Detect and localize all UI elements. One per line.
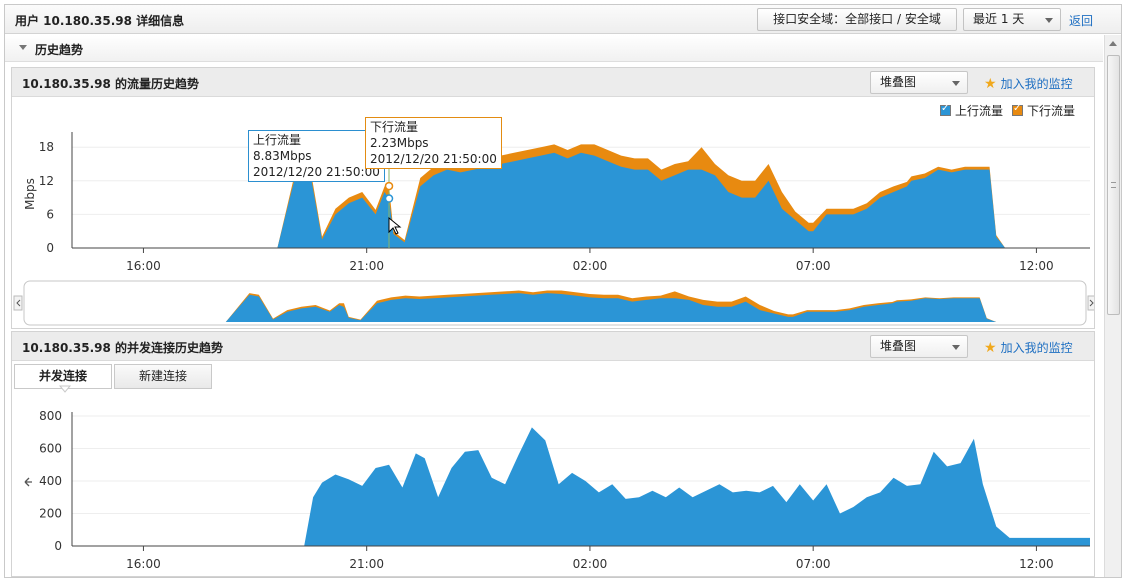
collapse-arrow-icon[interactable]	[19, 45, 27, 50]
back-link[interactable]: 返回	[1069, 14, 1094, 28]
upstream-tooltip-time: 2012/12/20 21:50:00	[253, 165, 380, 179]
legend-downstream-checkbox[interactable]	[1012, 103, 1023, 116]
x-tick-label: 21:00	[349, 259, 384, 273]
traffic-chart-type-select[interactable]: 堆叠图	[870, 71, 968, 94]
hover-marker-upstream	[384, 194, 394, 203]
upstream-tooltip-value: 8.83Mbps	[253, 149, 312, 163]
x-tick-label: 12:00	[1019, 259, 1054, 273]
page-title: 用户 10.180.35.98 详细信息	[15, 14, 185, 28]
traffic-add-monitor-label: 加入我的监控	[1000, 77, 1073, 91]
scroll-up-icon[interactable]	[1109, 41, 1117, 46]
traffic-add-monitor-link[interactable]: ★ 加入我的监控	[984, 75, 1073, 92]
connections-panel: 10.180.35.98 的并发连接历史趋势 堆叠图 ★ 加入我的监控 并发连接 …	[11, 331, 1095, 577]
downstream-tooltip: 下行流量 2.23Mbps 2012/12/20 21:50:00	[365, 117, 502, 169]
legend-upstream-checkbox[interactable]	[940, 103, 951, 116]
downstream-tooltip-title: 下行流量	[370, 120, 419, 134]
dropdown-caret-icon	[1045, 18, 1053, 23]
y-tick-label: 12	[39, 174, 54, 188]
connections-add-monitor-link[interactable]: ★ 加入我的监控	[984, 339, 1073, 356]
series-upstream-area	[94, 152, 1006, 248]
dropdown-caret-icon	[952, 81, 960, 86]
connections-chart-type-value: 堆叠图	[880, 339, 917, 353]
tab-concurrent-connections[interactable]: 并发连接	[14, 364, 112, 389]
traffic-panel: 10.180.35.98 的流量历史趋势 堆叠图 ★加入我的监控 上行流量 下行…	[11, 67, 1095, 329]
connections-chart-type-select[interactable]: 堆叠图	[870, 335, 968, 358]
user-detail-window: 用户 10.180.35.98 详细信息 接口安全域：全部接口 / 安全域 最近…	[4, 4, 1122, 578]
x-tick-label: 02:00	[573, 259, 608, 273]
hover-marker-downstream	[384, 181, 394, 191]
legend-downstream-label: 下行流量	[1027, 104, 1076, 118]
y-tick-label: 0	[54, 539, 62, 553]
y-tick-label: 200	[39, 507, 62, 521]
traffic-chart-type-value: 堆叠图	[880, 75, 917, 89]
connections-panel-title: 10.180.35.98 的并发连接历史趋势	[22, 341, 224, 355]
legend-upstream[interactable]: 上行流量	[940, 102, 1003, 119]
history-section-header[interactable]: 历史趋势	[5, 35, 1103, 62]
x-tick-label: 07:00	[796, 259, 831, 273]
series-connections-area	[94, 427, 1090, 546]
y-tick-label: 6	[46, 207, 54, 221]
top-toolbar: 用户 10.180.35.98 详细信息 接口安全域：全部接口 / 安全域 最近…	[5, 5, 1121, 34]
time-range-select[interactable]: 最近 1 天	[963, 8, 1061, 31]
scroll-left-arrow-icon	[16, 299, 21, 307]
y-tick-label: 800	[39, 409, 62, 423]
legend-upstream-label: 上行流量	[955, 104, 1004, 118]
dropdown-caret-icon	[952, 345, 960, 350]
x-tick-label: 21:00	[349, 557, 384, 571]
scroll-left-icon	[13, 295, 23, 311]
star-icon: ★	[984, 76, 997, 92]
connections-panel-header: 10.180.35.98 的并发连接历史趋势 堆叠图 ★ 加入我的监控	[12, 332, 1094, 361]
left-arrow-icon	[24, 477, 32, 487]
page-scrollbar[interactable]	[1104, 35, 1121, 577]
star-icon: ★	[984, 340, 997, 356]
x-tick-label: 07:00	[796, 557, 831, 571]
y-tick-label: 600	[39, 442, 62, 456]
y-tick-label: 400	[39, 474, 62, 488]
y-tick-label: 0	[46, 241, 54, 255]
legend-downstream[interactable]: 下行流量	[1012, 102, 1075, 119]
traffic-panel-header: 10.180.35.98 的流量历史趋势 堆叠图 ★ 加入我的监控	[12, 68, 1094, 97]
x-tick-label: 16:00	[126, 557, 161, 571]
tab-pointer-icon	[58, 385, 72, 393]
downstream-tooltip-time: 2012/12/20 21:50:00	[370, 152, 497, 166]
time-range-value: 最近 1 天	[973, 12, 1025, 26]
downstream-tooltip-value: 2.23Mbps	[370, 136, 429, 150]
connections-chart: 0 200 400 600 800 16:00 21:00 02:00 07:00 12:00	[24, 385, 1090, 571]
scrollbar-grip-icon	[1111, 182, 1116, 188]
x-tick-label: 12:00	[1019, 557, 1054, 571]
upstream-tooltip-title: 上行流量	[253, 133, 302, 147]
scrollbar-thumb[interactable]	[1107, 55, 1120, 315]
tab-new-connections[interactable]: 新建连接	[114, 364, 212, 389]
navigator-upstream-area	[32, 293, 997, 322]
scroll-right-arrow-icon	[1089, 299, 1094, 307]
traffic-panel-title: 10.180.35.98 的流量历史趋势	[22, 77, 200, 91]
x-tick-label: 16:00	[126, 259, 161, 273]
connections-add-monitor-label: 加入我的监控	[1000, 341, 1073, 355]
x-tick-label: 02:00	[573, 557, 608, 571]
mouse-cursor-icon	[388, 216, 402, 235]
section-title: 历史趋势	[35, 43, 84, 57]
scroll-right-icon	[1087, 295, 1094, 311]
interface-zone-button[interactable]: 接口安全域：全部接口 / 安全域	[757, 8, 957, 31]
y-tick-label: 18	[39, 140, 54, 154]
y-axis-label: Mbps	[23, 178, 37, 210]
traffic-chart: 0 6 12 18 Mbps 16:00 21:00 02:00 07:00 12:00	[13, 132, 1094, 326]
